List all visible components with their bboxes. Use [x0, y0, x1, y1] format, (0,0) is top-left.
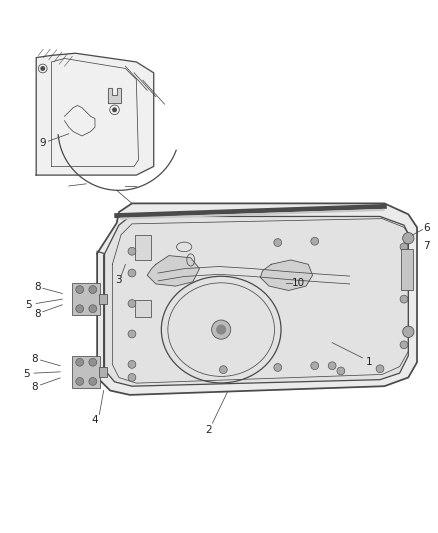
- Text: 5: 5: [25, 300, 32, 310]
- Circle shape: [400, 295, 408, 303]
- Bar: [401, 249, 413, 290]
- Text: 8: 8: [34, 282, 40, 292]
- Circle shape: [337, 367, 345, 375]
- Text: 6: 6: [423, 223, 430, 233]
- Bar: [72, 283, 100, 316]
- Circle shape: [217, 325, 226, 334]
- Text: 9: 9: [39, 139, 46, 148]
- Circle shape: [212, 320, 231, 339]
- Bar: [99, 367, 107, 377]
- Text: 2: 2: [205, 425, 212, 435]
- Circle shape: [128, 374, 136, 382]
- Polygon shape: [108, 88, 121, 103]
- Circle shape: [76, 377, 84, 385]
- Circle shape: [328, 362, 336, 370]
- Circle shape: [76, 358, 84, 366]
- Polygon shape: [104, 216, 408, 386]
- Polygon shape: [97, 204, 417, 395]
- Circle shape: [89, 286, 97, 294]
- Circle shape: [274, 239, 282, 246]
- Text: 5: 5: [23, 369, 30, 379]
- Circle shape: [219, 366, 227, 374]
- Text: 1: 1: [366, 357, 372, 367]
- Bar: [135, 300, 151, 317]
- Circle shape: [274, 364, 282, 372]
- Circle shape: [403, 232, 414, 244]
- Text: 8: 8: [32, 383, 38, 392]
- Circle shape: [400, 341, 408, 349]
- Circle shape: [76, 286, 84, 294]
- Polygon shape: [36, 53, 154, 175]
- Circle shape: [128, 300, 136, 308]
- Circle shape: [128, 247, 136, 255]
- Circle shape: [400, 243, 408, 251]
- Circle shape: [113, 108, 116, 111]
- Circle shape: [76, 305, 84, 313]
- Circle shape: [311, 237, 319, 245]
- Circle shape: [311, 362, 319, 370]
- Circle shape: [128, 330, 136, 338]
- Circle shape: [89, 358, 97, 366]
- Text: 10: 10: [292, 278, 305, 288]
- Circle shape: [403, 326, 414, 337]
- Text: 8: 8: [32, 354, 38, 364]
- Bar: [72, 356, 100, 388]
- Text: 7: 7: [423, 240, 430, 251]
- Bar: [135, 235, 151, 260]
- Bar: [99, 294, 107, 304]
- Circle shape: [128, 360, 136, 368]
- Circle shape: [89, 377, 97, 385]
- Polygon shape: [147, 256, 199, 286]
- Circle shape: [376, 365, 384, 373]
- Circle shape: [89, 305, 97, 313]
- Text: 4: 4: [92, 415, 98, 425]
- Circle shape: [128, 269, 136, 277]
- Polygon shape: [260, 260, 313, 290]
- Text: 8: 8: [34, 309, 40, 319]
- Text: 3: 3: [115, 274, 121, 285]
- Circle shape: [41, 67, 45, 70]
